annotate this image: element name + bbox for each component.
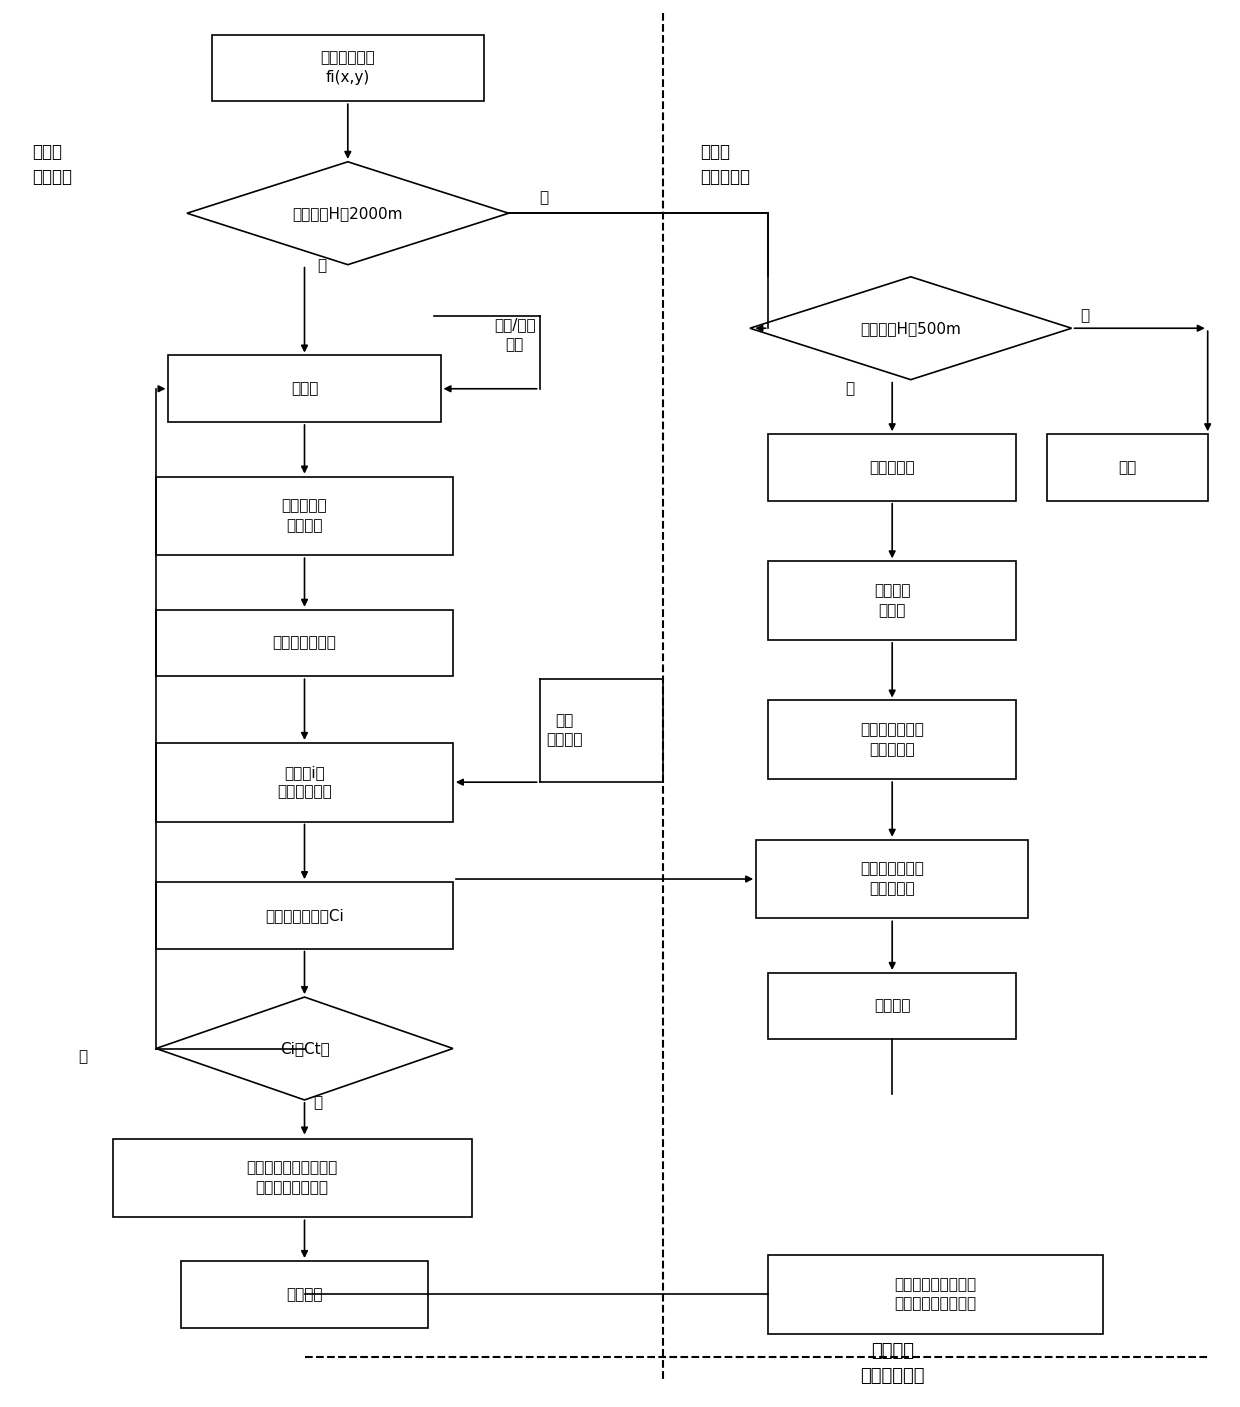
FancyBboxPatch shape: [769, 1255, 1102, 1334]
Text: 地面保障
数据准备阶段: 地面保障 数据准备阶段: [859, 1342, 925, 1384]
Text: 成像高度H＞2000m: 成像高度H＞2000m: [293, 205, 403, 221]
FancyBboxPatch shape: [769, 561, 1016, 640]
Text: 面目标分割: 面目标分割: [869, 460, 915, 476]
Text: 否: 否: [1080, 308, 1090, 324]
Text: 近距离
兴趣点识别: 近距离 兴趣点识别: [701, 144, 750, 186]
FancyBboxPatch shape: [212, 35, 484, 101]
Text: 预处理: 预处理: [291, 381, 319, 397]
Text: 否: 否: [539, 190, 549, 205]
Polygon shape: [156, 998, 453, 1100]
Text: 远距离
目标检测: 远距离 目标检测: [32, 144, 72, 186]
Text: 否: 否: [78, 1050, 87, 1065]
Text: 控制纠偏: 控制纠偏: [874, 999, 910, 1013]
Text: 是: 是: [846, 381, 854, 397]
FancyBboxPatch shape: [769, 972, 1016, 1040]
FancyBboxPatch shape: [169, 356, 440, 422]
Text: 确定第i帧
可能的目标区: 确定第i帧 可能的目标区: [277, 765, 332, 799]
Text: 目标标记
与识别: 目标标记 与识别: [874, 584, 910, 618]
FancyBboxPatch shape: [156, 609, 453, 677]
Text: 确定并优选目标，输出
目标形心位置坐标: 确定并优选目标，输出 目标形心位置坐标: [247, 1161, 337, 1196]
FancyBboxPatch shape: [156, 477, 453, 556]
FancyBboxPatch shape: [756, 840, 1028, 919]
FancyBboxPatch shape: [113, 1138, 471, 1217]
Text: 是: 是: [317, 257, 326, 273]
FancyBboxPatch shape: [156, 882, 453, 948]
Text: 计算目标置信度Ci: 计算目标置信度Ci: [265, 908, 343, 923]
Polygon shape: [750, 277, 1071, 380]
FancyBboxPatch shape: [1047, 435, 1208, 501]
Text: 目标兴趣点间接
识别与定位: 目标兴趣点间接 识别与定位: [861, 861, 924, 896]
Polygon shape: [187, 162, 508, 265]
Text: 目标
特征模型: 目标 特征模型: [546, 713, 583, 747]
Text: 去噪及特征提取: 去噪及特征提取: [273, 636, 336, 650]
FancyBboxPatch shape: [769, 435, 1016, 501]
Text: 目标/背景
特性: 目标/背景 特性: [494, 317, 536, 352]
Text: 成像高度H＞500m: 成像高度H＞500m: [861, 321, 961, 336]
Text: 控制纠偏: 控制纠偏: [286, 1287, 322, 1301]
Text: 失效: 失效: [1118, 460, 1136, 476]
Text: 目标特征估计：
位置，方位: 目标特征估计： 位置，方位: [861, 722, 924, 757]
Text: 空间图像序列
fi(x,y): 空间图像序列 fi(x,y): [320, 51, 376, 86]
Text: 获取目标模板特征数
据及兴趣点坐标信息: 获取目标模板特征数 据及兴趣点坐标信息: [894, 1276, 977, 1311]
Text: Ci＞Ct？: Ci＞Ct？: [280, 1041, 330, 1057]
FancyBboxPatch shape: [156, 743, 453, 822]
Text: 背景抑制及
目标分割: 背景抑制及 目标分割: [281, 498, 327, 533]
FancyBboxPatch shape: [769, 701, 1016, 779]
FancyBboxPatch shape: [181, 1261, 428, 1328]
Text: 是: 是: [314, 1096, 322, 1110]
